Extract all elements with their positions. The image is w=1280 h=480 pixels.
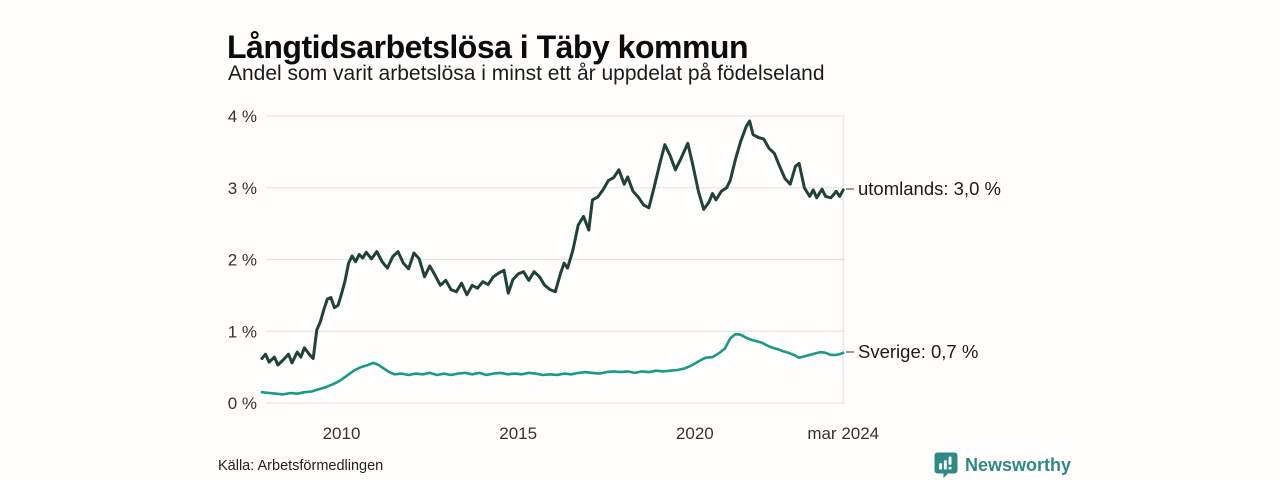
y-tick-label: 4 % [228, 107, 257, 126]
label-connector-icon [846, 187, 854, 190]
series-label-text: utomlands: 3,0 % [858, 177, 1001, 199]
x-tick-label: 2015 [499, 424, 537, 443]
x-tick-label: mar 2024 [807, 424, 879, 443]
brand-logo: Newsworthy [934, 452, 1071, 478]
page-subtitle: Andel som varit arbetslösa i minst ett å… [228, 62, 825, 85]
newsworthy-badge-icon [934, 452, 958, 478]
page-title: Långtidsarbetslösa i Täby kommun [227, 29, 749, 66]
y-tick-label: 3 % [228, 179, 257, 198]
series-label-text: Sverige: 0,7 % [858, 340, 979, 362]
y-tick-label: 0 % [228, 394, 257, 413]
brand-name: Newsworthy [965, 454, 1072, 475]
x-tick-label: 2020 [676, 424, 714, 443]
source-note: Källa: Arbetsförmedlingen [218, 458, 384, 474]
y-tick-label: 2 % [228, 251, 257, 270]
label-connector-icon [846, 350, 854, 353]
series-line-sverige [260, 332, 845, 396]
series-line-utomlands [260, 119, 845, 367]
series-end-label-sverige: Sverige: 0,7 % [846, 341, 978, 363]
y-tick-label: 1 % [228, 322, 257, 341]
series-end-label-utomlands: utomlands: 3,0 % [846, 178, 1001, 200]
x-tick-label: 2010 [323, 424, 361, 443]
